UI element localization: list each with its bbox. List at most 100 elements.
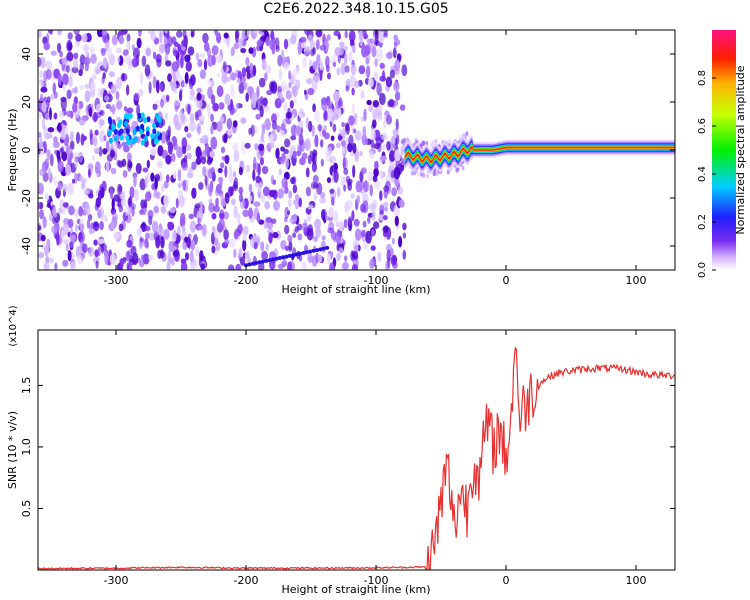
spectrogram-noise-cell <box>393 41 398 49</box>
spectrogram-noise-cell <box>69 131 74 142</box>
spectrogram-noise-cell <box>189 250 194 262</box>
spectrogram-noise-cell <box>353 218 360 227</box>
spectrogram-ytick-label: 0 <box>20 147 33 154</box>
spectrogram-noise-cell <box>154 133 159 140</box>
spectrogram-noise-cell <box>146 159 150 169</box>
spectrogram-noise-cell <box>288 190 293 199</box>
spectrogram-noise-cell <box>224 154 230 165</box>
spectrogram-noise-cell <box>50 50 57 56</box>
spectrogram-noise-cell <box>49 30 54 35</box>
spectrogram-noise-cell <box>44 244 49 257</box>
spectrogram-noise-cell <box>172 250 180 258</box>
spectrogram-noise-cell <box>292 150 297 159</box>
spectrogram-noise-cell <box>379 204 385 215</box>
spectrogram-noise-cell <box>320 158 324 167</box>
spectrogram-noise-cell <box>233 149 240 162</box>
spectrogram-noise-cell <box>130 245 137 256</box>
spectrogram-noise-cell <box>383 32 388 38</box>
spectrogram-noise-cell <box>459 134 462 140</box>
spectrogram-noise-cell <box>197 225 205 231</box>
spectrogram-noise-cell <box>369 38 376 44</box>
spectrogram-noise-cell <box>108 118 113 125</box>
snr-xtick-label: 100 <box>626 574 647 587</box>
spectrogram-noise-cell <box>230 72 237 81</box>
spectrogram-noise-cell <box>187 104 191 115</box>
snr-ytick-label: 1.0 <box>20 438 33 456</box>
spectrogram-noise-cell <box>93 239 98 246</box>
spectrogram-noise-cell <box>305 186 311 197</box>
snr-panel: -300 -200 -100 0 100 0.5 1.0 1.5 Height of stra… <box>6 305 676 596</box>
spectrogram-noise-cell <box>88 168 91 178</box>
spectrogram-noise-cell <box>198 115 206 121</box>
spectrogram-noise-cell <box>264 200 271 210</box>
spectrogram-noise-cell <box>69 140 75 150</box>
spectrogram-noise-cell <box>311 255 318 267</box>
spectrogram-noise-cell <box>283 102 288 115</box>
spectrogram-noise-cell <box>315 39 320 50</box>
spectrogram-noise-cell <box>256 39 263 47</box>
spectrogram-noise-cell <box>332 123 337 133</box>
spectrogram-noise-cell <box>132 129 137 136</box>
spectrogram-noise-cell <box>215 242 221 252</box>
spectrogram-noise-cell <box>216 54 223 64</box>
spectrogram-noise-cell <box>89 189 93 196</box>
spectrogram-noise-cell <box>212 102 219 112</box>
spectrogram-noise-cell <box>401 64 408 77</box>
spectrogram-noise-cell <box>362 180 370 193</box>
spectrogram-noise-cell <box>121 72 125 82</box>
spectrogram-noise-cell <box>160 118 166 127</box>
spectrogram-noise-cell <box>305 116 309 129</box>
spectrogram-noise-cell <box>322 129 327 137</box>
spectrogram-noise-cell <box>38 202 41 210</box>
spectrogram-noise-cell <box>78 206 84 217</box>
spectrogram-noise-cell <box>190 31 195 38</box>
snr-multiplier: (x10^4) <box>8 305 19 346</box>
spectrogram-noise-cell <box>240 47 247 54</box>
spectrogram-noise-cell <box>73 86 78 94</box>
spectrogram-noise-cell <box>264 118 271 131</box>
spectrogram-noise-cell <box>118 185 123 192</box>
spectrogram-noise-cell <box>168 240 174 253</box>
spectrogram-noise-cell <box>59 51 63 58</box>
spectrogram-noise-cell <box>432 139 435 145</box>
spectrogram-noise-cell <box>238 193 244 203</box>
spectrogram-noise-cell <box>194 203 201 209</box>
spectrogram-noise-cell <box>290 75 295 85</box>
spectrogram-noise-cell <box>331 156 337 164</box>
spectrogram-noise-cell <box>49 257 54 264</box>
spectrogram-noise-cell <box>90 81 96 91</box>
spectrogram-noise-cell <box>140 199 146 209</box>
spectrogram-noise-cell <box>199 69 207 80</box>
spectrogram-noise-cell <box>276 125 281 133</box>
spectrogram-noise-cell <box>67 218 74 229</box>
spectrogram-noise-cell <box>250 261 255 266</box>
spectrogram-noise-cell <box>104 95 109 102</box>
spectrogram-noise-cell <box>290 34 297 45</box>
spectrogram-noise-cell <box>181 40 186 47</box>
spectrogram-noise-cell <box>379 75 387 82</box>
spectrogram-noise-cell <box>119 258 124 269</box>
spectrogram-noise-cell <box>354 244 359 254</box>
spectrogram-noise-cell <box>344 65 350 73</box>
spectrogram-noise-cell <box>173 49 179 57</box>
snr-xtick-label: 0 <box>503 574 510 587</box>
spectrogram-noise-cell <box>160 236 165 249</box>
spectrogram-noise-cell <box>186 132 192 139</box>
spectrogram-noise-cell <box>75 33 82 42</box>
spectrogram-noise-cell <box>44 192 50 202</box>
spectrogram-noise-cell <box>83 56 91 66</box>
spectrogram-noise-cell <box>366 216 371 223</box>
spectrogram-noise-cell <box>121 191 125 201</box>
spectrogram-noise-cell <box>41 117 46 130</box>
spectrogram-noise-cell <box>284 157 290 169</box>
spectrogram-noise-cell <box>400 148 404 154</box>
spectrogram-noise-cell <box>111 123 116 130</box>
spectrogram-noise-cell <box>340 176 348 188</box>
spectrogram-noise-cell <box>223 133 228 144</box>
spectrogram-noise-cell <box>369 203 377 212</box>
spectrogram-noise-cell <box>379 92 386 106</box>
spectrogram-noise-cell <box>161 250 165 258</box>
spectrogram-noise-cell <box>232 142 239 152</box>
spectrogram-noise-cell <box>253 242 258 250</box>
spectrogram-noise-cell <box>397 186 404 195</box>
